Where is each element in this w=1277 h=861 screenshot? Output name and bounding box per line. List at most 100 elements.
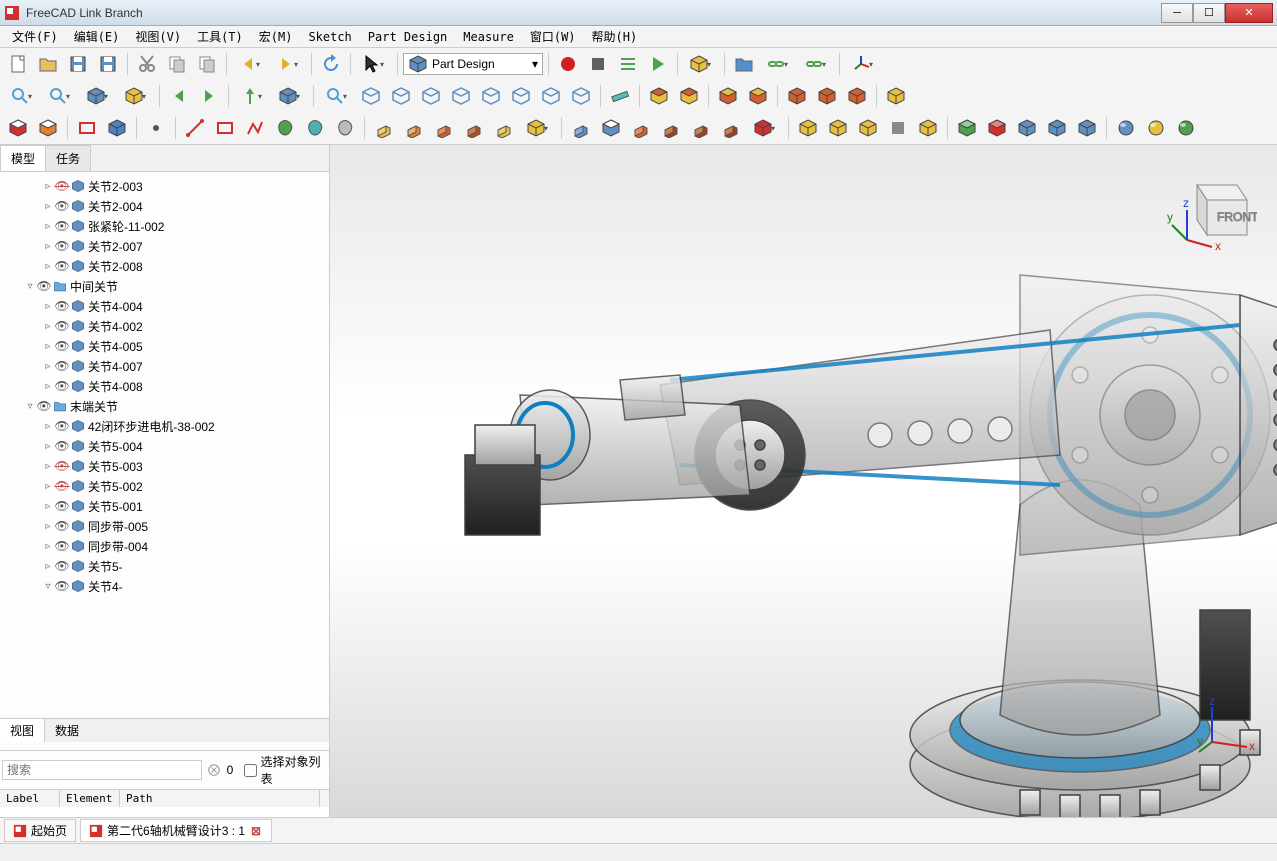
expand-icon[interactable]: ▹ bbox=[42, 341, 54, 352]
tree-item[interactable]: ▿👁中间关节 bbox=[20, 276, 327, 296]
multi-transform-button[interactable] bbox=[914, 114, 942, 142]
create-body-button[interactable] bbox=[4, 114, 32, 142]
expand-icon[interactable]: ▹ bbox=[42, 241, 54, 252]
pocket-button[interactable] bbox=[567, 114, 595, 142]
sketch-clone-button[interactable] bbox=[331, 114, 359, 142]
expand-icon[interactable]: ▹ bbox=[42, 481, 54, 492]
expand-icon[interactable]: ▿ bbox=[42, 581, 54, 592]
visibility-icon[interactable]: 👁 bbox=[54, 299, 70, 313]
minimize-button[interactable]: ─ bbox=[1161, 3, 1193, 23]
navigation-cube[interactable]: FRONT x y z bbox=[1167, 165, 1257, 255]
visibility-icon[interactable]: 👁 bbox=[54, 499, 70, 513]
menu-item[interactable]: 编辑(E) bbox=[66, 26, 128, 47]
boolean-button[interactable] bbox=[1073, 114, 1101, 142]
menu-item[interactable]: 文件(F) bbox=[4, 26, 66, 47]
edit-sketch-button[interactable] bbox=[73, 114, 101, 142]
tree-item[interactable]: ▿👁关节4- bbox=[38, 576, 327, 596]
menu-item[interactable]: 视图(V) bbox=[127, 26, 189, 47]
nav-up-button[interactable]: ▾ bbox=[234, 82, 270, 110]
expand-icon[interactable]: ▹ bbox=[42, 501, 54, 512]
datum-point-button[interactable] bbox=[142, 114, 170, 142]
macro-stop-button[interactable] bbox=[584, 50, 612, 78]
tree-item[interactable]: ▹👁关节5-003 bbox=[38, 456, 327, 476]
visibility-icon[interactable]: 👁 bbox=[36, 279, 52, 293]
property-tab[interactable]: 数据 bbox=[45, 719, 89, 742]
expand-icon[interactable]: ▿ bbox=[24, 401, 36, 412]
cone-button[interactable] bbox=[1172, 114, 1200, 142]
sketch-poly-button[interactable] bbox=[241, 114, 269, 142]
bounding-box-button[interactable]: ▾ bbox=[118, 82, 154, 110]
cylinder-button[interactable] bbox=[1142, 114, 1170, 142]
sketch-rect-button[interactable] bbox=[211, 114, 239, 142]
fx-button[interactable] bbox=[884, 114, 912, 142]
mirror-button[interactable] bbox=[854, 114, 882, 142]
macro-record-button[interactable] bbox=[554, 50, 582, 78]
additive-helix-button[interactable] bbox=[490, 114, 518, 142]
maximize-button[interactable]: ☐ bbox=[1193, 3, 1225, 23]
tree-item[interactable]: ▹👁张紧轮-11-002 bbox=[38, 216, 327, 236]
pointer-button[interactable]: ▾ bbox=[356, 50, 392, 78]
groove-button[interactable] bbox=[627, 114, 655, 142]
document-tab[interactable]: 起始页 bbox=[4, 819, 76, 842]
loft-button[interactable] bbox=[430, 114, 458, 142]
chamfer-button[interactable] bbox=[983, 114, 1011, 142]
expand-icon[interactable]: ▹ bbox=[42, 381, 54, 392]
clip-1-button[interactable] bbox=[714, 82, 742, 110]
table-column-header[interactable]: Path bbox=[120, 790, 320, 807]
macro-play-button[interactable] bbox=[644, 50, 672, 78]
visibility-icon[interactable]: 👁 bbox=[54, 419, 70, 433]
visibility-icon[interactable]: 👁 bbox=[54, 539, 70, 553]
expand-icon[interactable]: ▹ bbox=[42, 321, 54, 332]
tree-item[interactable]: ▿👁末端关节 bbox=[20, 396, 327, 416]
expand-icon[interactable]: ▹ bbox=[42, 441, 54, 452]
visibility-icon[interactable]: 👁 bbox=[54, 579, 70, 593]
panel-tab[interactable]: 模型 bbox=[0, 145, 46, 171]
visibility-icon[interactable]: 👁 bbox=[54, 339, 70, 353]
visibility-icon[interactable]: 👁 bbox=[54, 259, 70, 273]
visibility-icon[interactable]: 👁 bbox=[54, 319, 70, 333]
model-tree[interactable]: ▹👁关节2-003▹👁关节2-004▹👁张紧轮-11-002▹👁关节2-007▹… bbox=[0, 172, 329, 718]
create-sketch-button[interactable] bbox=[34, 114, 62, 142]
revolution-button[interactable] bbox=[400, 114, 428, 142]
visibility-icon[interactable]: 👁 bbox=[54, 459, 70, 473]
tree-item[interactable]: ▹👁关节4-007 bbox=[38, 356, 327, 376]
menu-item[interactable]: 窗口(W) bbox=[522, 26, 584, 47]
property-tab[interactable]: 视图 bbox=[0, 719, 45, 742]
tree-item[interactable]: ▹👁关节5- bbox=[38, 556, 327, 576]
draw-style-button[interactable]: ▾ bbox=[80, 82, 116, 110]
link-button[interactable]: ▾ bbox=[760, 50, 796, 78]
visibility-icon[interactable]: 👁 bbox=[54, 559, 70, 573]
visibility-icon[interactable]: 👁 bbox=[54, 439, 70, 453]
workbench-selector[interactable]: Part Design▾ bbox=[403, 53, 543, 75]
visibility-icon[interactable]: 👁 bbox=[54, 379, 70, 393]
tree-item[interactable]: ▹👁关节2-003 bbox=[38, 176, 327, 196]
expand-icon[interactable]: ▹ bbox=[42, 461, 54, 472]
tree-item[interactable]: ▹👁同步带-004 bbox=[38, 536, 327, 556]
redo-button[interactable]: ▾ bbox=[270, 50, 306, 78]
menu-item[interactable]: 工具(T) bbox=[189, 26, 251, 47]
sel-all-button[interactable] bbox=[843, 82, 871, 110]
visibility-icon[interactable]: 👁 bbox=[54, 479, 70, 493]
clear-search-icon[interactable] bbox=[206, 761, 223, 779]
right-view-button[interactable] bbox=[447, 82, 475, 110]
additive-prim-button[interactable]: ▾ bbox=[520, 114, 556, 142]
sub-prim-button[interactable]: ▾ bbox=[747, 114, 783, 142]
sel-2-button[interactable] bbox=[675, 82, 703, 110]
sketch-shape-button[interactable] bbox=[301, 114, 329, 142]
visibility-icon[interactable]: 👁 bbox=[54, 219, 70, 233]
save-as-button[interactable] bbox=[94, 50, 122, 78]
expand-icon[interactable]: ▹ bbox=[42, 521, 54, 532]
front-view-button[interactable] bbox=[387, 82, 415, 110]
new-doc-button[interactable] bbox=[4, 50, 32, 78]
bottom-view-button[interactable] bbox=[507, 82, 535, 110]
isometric-button[interactable] bbox=[357, 82, 385, 110]
appearance-button[interactable] bbox=[882, 82, 910, 110]
expand-icon[interactable]: ▿ bbox=[24, 281, 36, 292]
fit-all-button[interactable]: ▾ bbox=[4, 82, 40, 110]
tree-item[interactable]: ▹👁关节5-002 bbox=[38, 476, 327, 496]
tree-item[interactable]: ▹👁关节2-007 bbox=[38, 236, 327, 256]
sketch-blob-button[interactable] bbox=[271, 114, 299, 142]
cut-button[interactable] bbox=[133, 50, 161, 78]
tree-item[interactable]: ▹👁关节4-008 bbox=[38, 376, 327, 396]
expand-icon[interactable]: ▹ bbox=[42, 541, 54, 552]
